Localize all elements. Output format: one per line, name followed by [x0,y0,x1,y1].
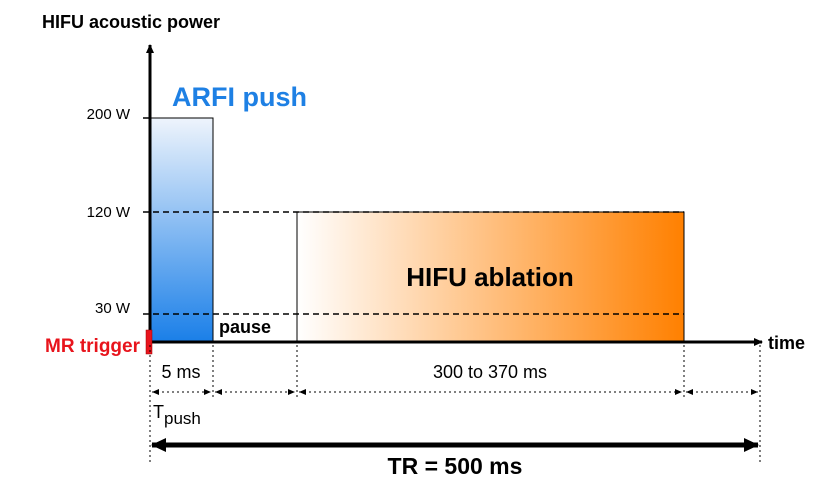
trigger-label: MR trigger [45,336,141,357]
trigger-marker [145,329,153,355]
level-label: 200 W [87,106,131,123]
push-label: ARFI push [172,82,307,112]
pause-label: pause [219,317,271,337]
ablation-label: HIFU ablation [406,262,574,292]
level-label: 30 W [95,300,131,317]
tr-label: TR = 500 ms [388,453,523,479]
t-push-sub: push [164,409,201,428]
duration-label: 5 ms [161,362,200,382]
y-axis-label: HIFU acoustic power [42,12,220,32]
t-push-label: Tpush [153,402,201,428]
duration-label: 300 to 370 ms [433,362,547,382]
arfi-pulse [149,117,214,343]
t-push-main: T [153,402,164,422]
x-axis-label: time [768,333,805,353]
ablation-pulse [296,211,685,343]
level-label: 120 W [87,204,131,221]
